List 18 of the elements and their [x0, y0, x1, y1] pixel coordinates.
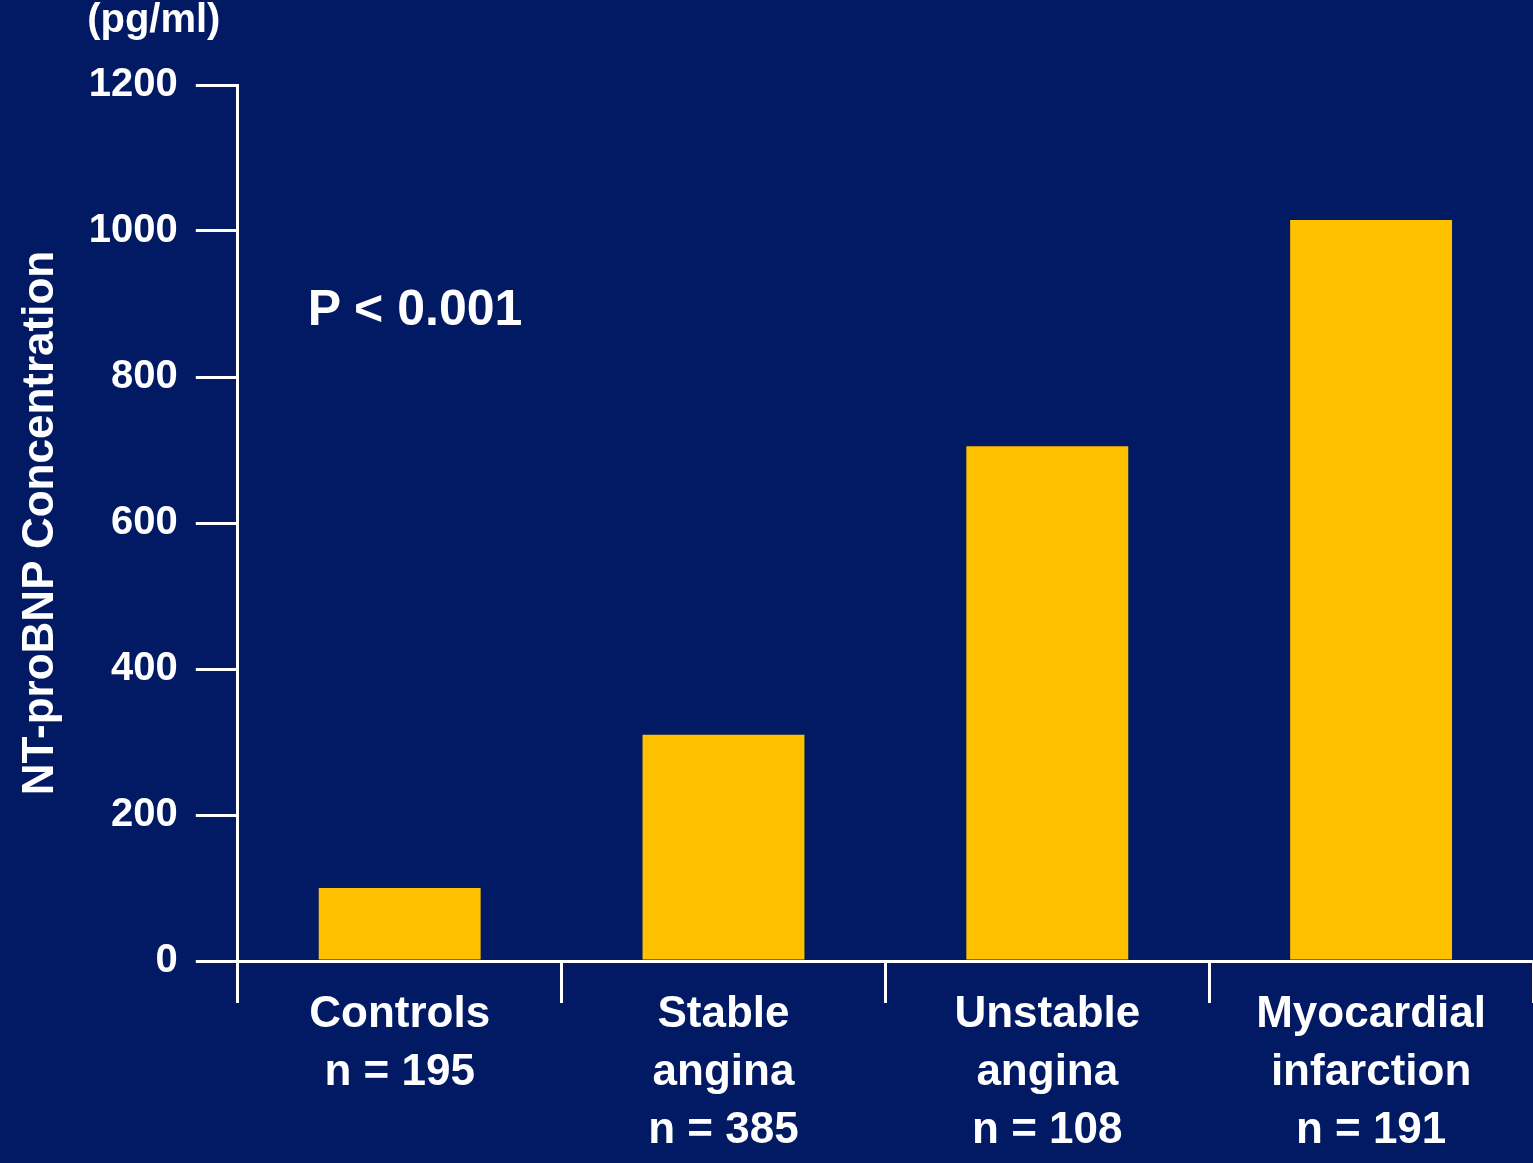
bar [966, 446, 1129, 960]
y-axis-title: NT-proBNP Concentration [12, 250, 62, 796]
annotation: P < 0.001 [307, 279, 523, 336]
bar [318, 888, 481, 960]
x-tick-label: Myocardial infarction n = 191 [1256, 987, 1487, 1153]
y-tick-label: 800 [111, 352, 178, 397]
y-tick-label: 600 [111, 498, 178, 543]
x-tick-label: Stable angina n = 385 [648, 987, 799, 1153]
text: (pg/ml) [87, 0, 221, 41]
y-tick-label: 0 [155, 936, 178, 981]
y-tick-label: 400 [111, 644, 178, 689]
y-tick-label: 200 [111, 790, 178, 835]
x-tick-label: Controls n = 195 [309, 987, 491, 1095]
y-tick-label: 1000 [88, 206, 178, 251]
x-tick-label: Unstable angina n = 108 [954, 987, 1141, 1153]
y-tick-label: 1200 [88, 60, 178, 105]
bar [1290, 220, 1453, 960]
bar [642, 734, 805, 960]
